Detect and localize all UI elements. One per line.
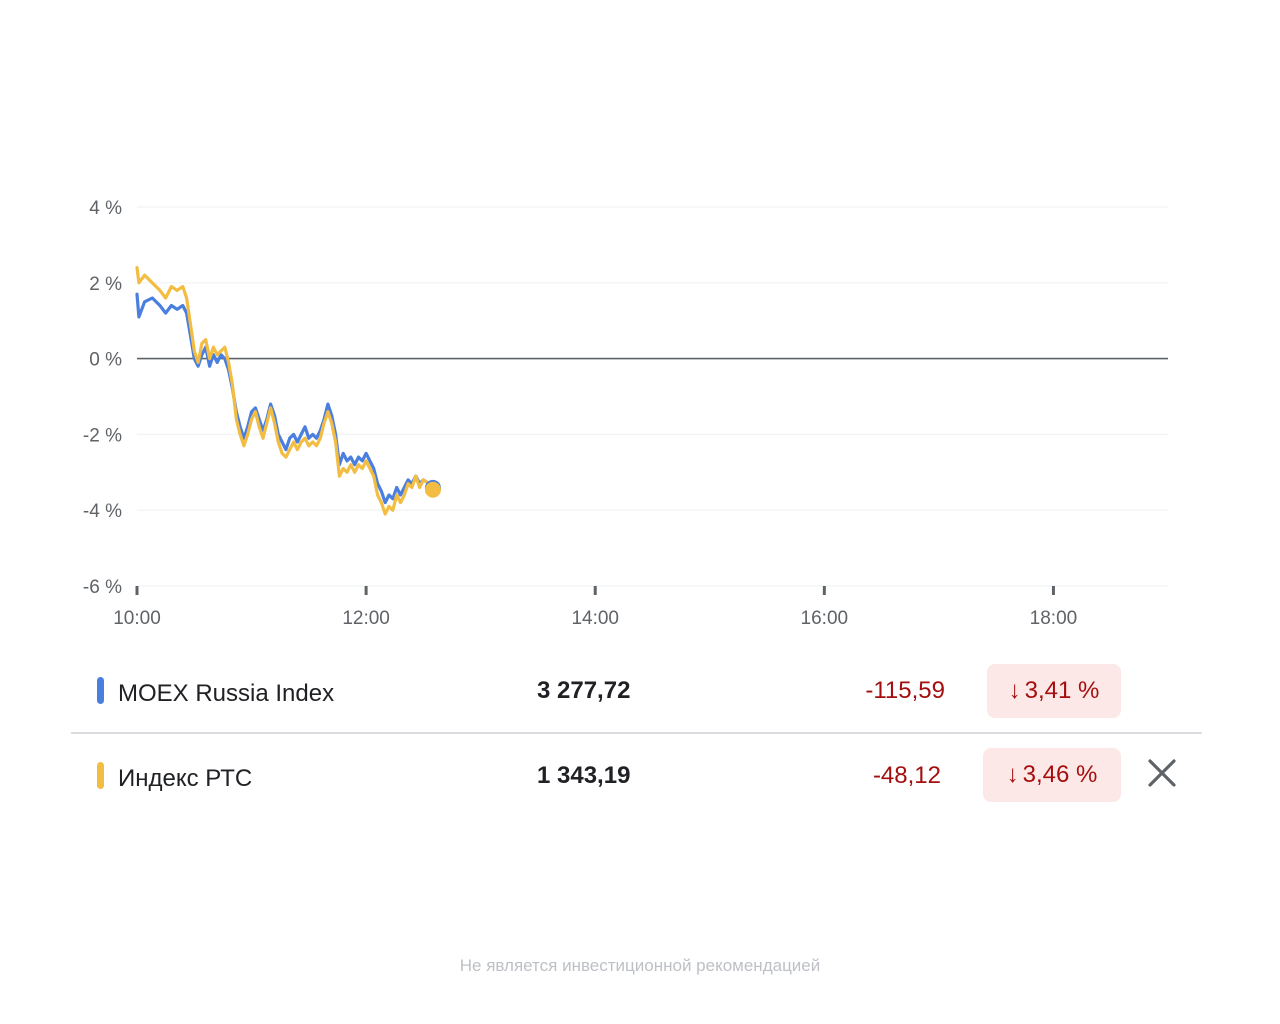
y-tick-label: 0 % bbox=[89, 350, 122, 371]
disclaimer: Не является инвестиционной рекомендацией bbox=[459, 956, 821, 975]
x-tick-label: 10:00 bbox=[113, 608, 161, 629]
percent-change-badge: ↓ 3,46 % bbox=[983, 748, 1121, 802]
remove-comparison-button[interactable] bbox=[1145, 756, 1179, 790]
chart-svg: 4 % 2 % 0 % -2 % -4 % -6 % 10:00 12:00 14:00 16:0… bbox=[83, 198, 1168, 629]
series-color-marker bbox=[97, 677, 104, 704]
series-endpoint-rts bbox=[424, 481, 441, 498]
series-color-marker bbox=[97, 762, 104, 789]
x-tick-label: 16:00 bbox=[801, 608, 849, 629]
index-row-moex[interactable]: MOEX Russia Index 3 277,72 -115,59 ↓ 3,4… bbox=[71, 650, 1202, 734]
series-line-rts bbox=[135, 266, 435, 516]
x-tick-label: 14:00 bbox=[571, 608, 619, 629]
index-change: -115,59 bbox=[865, 677, 945, 704]
y-tick-label: -6 % bbox=[83, 577, 122, 598]
y-tick-label: -4 % bbox=[83, 501, 122, 522]
y-tick-label: 4 % bbox=[89, 198, 122, 219]
percent-change-value: 3,41 % bbox=[1024, 677, 1100, 704]
percent-change-badge: ↓ 3,41 % bbox=[987, 664, 1121, 718]
close-icon bbox=[1148, 759, 1176, 787]
y-tick-label: 2 % bbox=[89, 274, 122, 295]
index-value: 3 277,72 bbox=[537, 677, 631, 704]
series-line-moex bbox=[135, 292, 435, 505]
index-list: MOEX Russia Index 3 277,72 -115,59 ↓ 3,4… bbox=[71, 650, 1202, 816]
index-change: -48,12 bbox=[872, 762, 941, 789]
x-tick-label: 12:00 bbox=[342, 608, 390, 629]
arrow-down-icon: ↓ bbox=[1008, 677, 1021, 704]
y-tick-label: -2 % bbox=[83, 425, 122, 446]
comparison-chart: 4 % 2 % 0 % -2 % -4 % -6 % 10:00 12:00 14:00 16:0… bbox=[83, 198, 1168, 629]
arrow-down-icon: ↓ bbox=[1006, 761, 1019, 788]
index-name: MOEX Russia Index bbox=[118, 680, 335, 707]
x-tick-label: 18:00 bbox=[1030, 608, 1078, 629]
percent-change-value: 3,46 % bbox=[1022, 761, 1098, 788]
index-name: Индекс РТС bbox=[118, 765, 253, 792]
index-row-rts[interactable]: Индекс РТС 1 343,19 -48,12 ↓ 3,46 % bbox=[71, 734, 1202, 816]
index-value: 1 343,19 bbox=[537, 762, 631, 789]
